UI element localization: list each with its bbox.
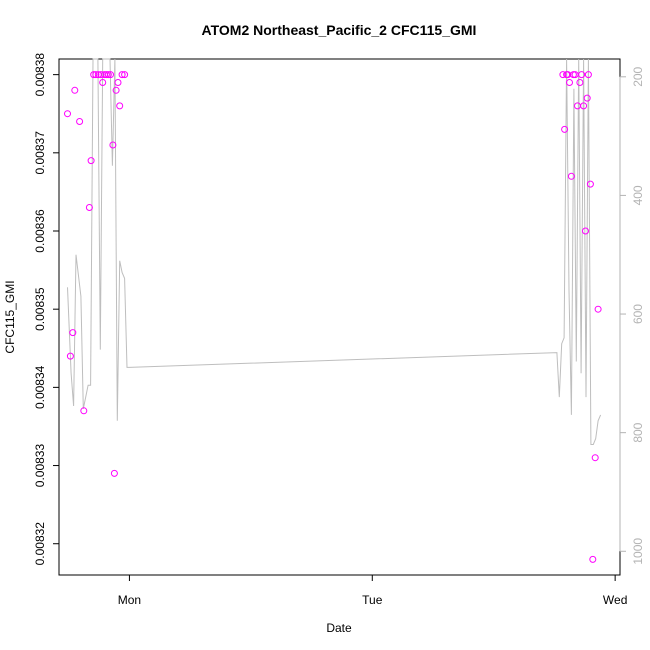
- data-point: [584, 71, 592, 79]
- y-tick-label: 0.00832: [33, 522, 47, 566]
- data-point: [578, 71, 586, 79]
- data-point: [71, 86, 79, 94]
- x-tick-label: Wed: [603, 593, 627, 607]
- y-tick-label: 0.00835: [33, 287, 47, 331]
- data-point: [594, 305, 602, 313]
- data-point: [99, 79, 107, 86]
- data-point: [80, 407, 88, 415]
- data-point: [110, 469, 118, 477]
- data-point: [118, 71, 126, 79]
- data-point: [87, 157, 95, 165]
- y-axis: 0.00832 0.00833 0.00834 0.00835 0.00836 0.008…: [33, 53, 60, 566]
- data-point: [586, 180, 594, 188]
- data-point: [576, 79, 584, 86]
- data-point: [116, 102, 124, 110]
- right-axis: 200 400 600 800 1000: [619, 66, 645, 565]
- right-tick-label: 800: [631, 422, 645, 442]
- x-tick-label: Tue: [362, 593, 383, 607]
- data-point: [591, 454, 599, 462]
- right-tick-label: 400: [631, 185, 645, 205]
- data-point: [104, 71, 112, 79]
- x-axis-label: Date: [326, 621, 352, 635]
- x-tick-label: Mon: [118, 593, 141, 607]
- data-point: [85, 204, 93, 211]
- x-axis: Mon Tue Wed: [118, 574, 627, 607]
- plot-frame: [58, 58, 621, 576]
- data-point: [102, 71, 110, 79]
- data-point: [589, 555, 597, 563]
- series-line: [67, 58, 602, 445]
- data-point: [90, 71, 98, 79]
- data-point: [66, 352, 74, 360]
- right-tick-label: 1000: [631, 538, 645, 565]
- data-point: [574, 102, 581, 110]
- y-tick-label: 0.00836: [33, 209, 47, 253]
- data-point: [107, 71, 114, 79]
- data-point: [566, 79, 573, 86]
- y-tick-label: 0.00834: [33, 365, 47, 409]
- data-point: [567, 172, 575, 180]
- y-tick-label: 0.00833: [33, 444, 47, 488]
- data-point: [561, 125, 569, 133]
- y-tick-label: 0.00838: [33, 53, 47, 97]
- data-point: [580, 102, 588, 110]
- data-point: [97, 71, 105, 79]
- data-point: [109, 141, 117, 149]
- point-series: [64, 71, 602, 563]
- data-point: [559, 71, 567, 79]
- data-point: [582, 227, 589, 235]
- right-tick-label: 600: [631, 304, 645, 324]
- data-point: [76, 118, 84, 125]
- y-tick-label: 0.00837: [33, 131, 47, 175]
- line-series: [67, 58, 602, 445]
- y-axis-label: CFC115_GMI: [3, 280, 17, 353]
- data-point: [121, 71, 129, 79]
- right-tick-label: 200: [631, 66, 645, 86]
- data-point: [64, 110, 71, 118]
- data-point: [114, 79, 122, 86]
- data-point: [92, 71, 100, 79]
- data-point: [112, 86, 120, 94]
- data-point: [583, 94, 591, 102]
- data-point: [69, 329, 77, 337]
- chart-title: ATOM2 Northeast_Pacific_2 CFC115_GMI: [202, 22, 477, 38]
